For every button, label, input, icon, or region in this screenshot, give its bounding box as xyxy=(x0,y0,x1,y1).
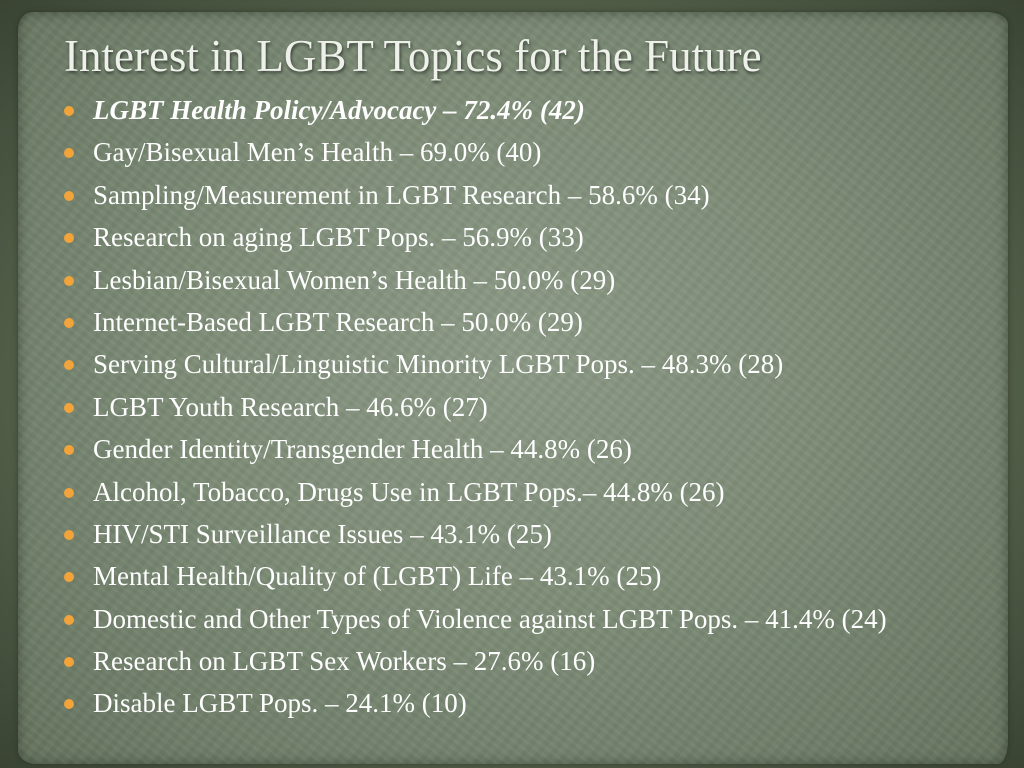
bullet-dot-icon xyxy=(64,148,74,159)
list-item-text: LGBT Health Policy/Advocacy – 72.4% (42) xyxy=(93,95,585,125)
list-item-text: Lesbian/Bisexual Women’s Health – 50.0% … xyxy=(93,264,616,295)
bullet-dot-icon xyxy=(64,572,74,583)
list-item: Sampling/Measurement in LGBT Research – … xyxy=(64,179,994,211)
list-item-text: Gender Identity/Transgender Health – 44.… xyxy=(93,434,632,465)
list-item-text: Internet-Based LGBT Research – 50.0% (29… xyxy=(93,306,583,337)
bullet-dot-icon xyxy=(64,402,74,413)
list-item-text: Disable LGBT Pops. – 24.1% (10) xyxy=(93,688,467,719)
list-item: Gay/Bisexual Men’s Health – 69.0% (40) xyxy=(64,136,994,168)
list-item: Gender Identity/Transgender Health – 44.… xyxy=(64,433,994,465)
list-item-text: Research on aging LGBT Pops. – 56.9% (33… xyxy=(93,222,584,253)
parchment-panel xyxy=(18,12,1008,764)
bullet-dot-icon xyxy=(64,190,74,201)
list-item: Alcohol, Tobacco, Drugs Use in LGBT Pops… xyxy=(64,476,994,508)
list-item-text: Mental Health/Quality of (LGBT) Life – 4… xyxy=(93,561,662,592)
bullet-dot-icon xyxy=(64,445,74,456)
list-item: Domestic and Other Types of Violence aga… xyxy=(64,603,994,635)
list-item: Internet-Based LGBT Research – 50.0% (29… xyxy=(64,306,994,338)
bullet-dot-icon xyxy=(64,317,74,328)
bullet-list: LGBT Health Policy/Advocacy – 72.4% (42)… xyxy=(64,94,994,730)
slide-title: Interest in LGBT Topics for the Future xyxy=(64,31,762,81)
list-item-text: Sampling/Measurement in LGBT Research – … xyxy=(93,179,710,210)
list-item: Research on aging LGBT Pops. – 56.9% (33… xyxy=(64,221,994,253)
list-item: Disable LGBT Pops. – 24.1% (10) xyxy=(64,687,994,719)
list-item-text: HIV/STI Surveillance Issues – 43.1% (25) xyxy=(93,518,552,549)
list-item-text: LGBT Youth Research – 46.6% (27) xyxy=(93,391,488,422)
bullet-dot-icon xyxy=(64,614,74,625)
bullet-dot-icon xyxy=(64,699,74,710)
bullet-dot-icon xyxy=(64,529,74,540)
bullet-dot-icon xyxy=(64,360,74,371)
list-item-text: Domestic and Other Types of Violence aga… xyxy=(93,603,887,634)
list-item-text: Alcohol, Tobacco, Drugs Use in LGBT Pops… xyxy=(93,476,725,507)
list-item: Mental Health/Quality of (LGBT) Life – 4… xyxy=(64,560,994,592)
bullet-dot-icon xyxy=(64,487,74,498)
bullet-dot-icon xyxy=(64,657,74,668)
list-item: LGBT Youth Research – 46.6% (27) xyxy=(64,391,994,423)
list-item: HIV/STI Surveillance Issues – 43.1% (25) xyxy=(64,518,994,550)
list-item-text: Gay/Bisexual Men’s Health – 69.0% (40) xyxy=(93,137,542,168)
list-item: Serving Cultural/Linguistic Minority LGB… xyxy=(64,348,994,380)
list-item-text: Research on LGBT Sex Workers – 27.6% (16… xyxy=(93,646,596,677)
bullet-dot-icon xyxy=(64,275,74,286)
list-item: Lesbian/Bisexual Women’s Health – 50.0% … xyxy=(64,264,994,296)
list-item: LGBT Health Policy/Advocacy – 72.4% (42) xyxy=(64,94,994,126)
list-item-text: Serving Cultural/Linguistic Minority LGB… xyxy=(93,349,784,380)
bullet-dot-icon xyxy=(64,233,74,244)
bullet-dot-icon xyxy=(64,106,74,116)
list-item: Research on LGBT Sex Workers – 27.6% (16… xyxy=(64,645,994,677)
